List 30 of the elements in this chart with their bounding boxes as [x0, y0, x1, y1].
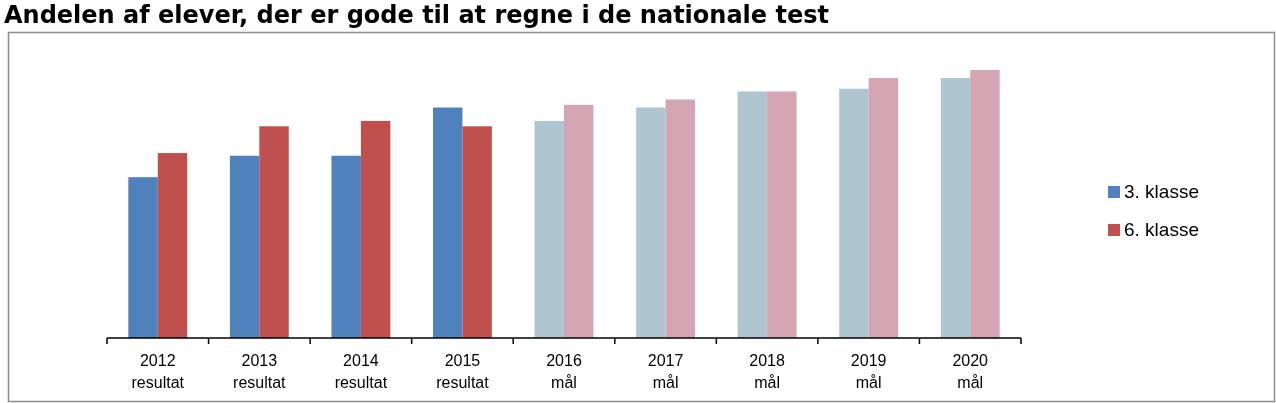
x-tick-label: 2016 mål: [546, 352, 582, 391]
bar: [229, 155, 260, 338]
bar: [331, 155, 361, 338]
x-tick-label: 2013 resultat: [233, 352, 287, 391]
bar: [259, 126, 289, 338]
bar: [868, 78, 899, 338]
x-tick-label: 2014 resultat: [334, 352, 388, 391]
bar: [970, 70, 1000, 338]
bar: [564, 104, 594, 338]
bar: [665, 99, 696, 338]
x-tick-label: 2019 mål: [850, 352, 887, 391]
bar: [360, 120, 391, 338]
legend-label: 6. klasse: [1124, 219, 1199, 240]
x-tick-label: 2018 mål: [749, 352, 786, 391]
bar: [636, 107, 666, 338]
bar: [940, 78, 971, 338]
bar: [462, 126, 492, 338]
legend-label: 3. klasse: [1124, 181, 1199, 202]
x-tick-label: 2015 resultat: [436, 352, 490, 391]
x-tick-label: 2020 mål: [952, 352, 989, 391]
x-tick-label: 2012 resultat: [131, 352, 185, 391]
bar: [432, 107, 463, 338]
x-tick-label: 2017 mål: [647, 352, 684, 391]
bar: [767, 91, 797, 338]
bar: [839, 88, 869, 338]
bar: [128, 177, 158, 338]
bar: [157, 153, 188, 338]
bar: [737, 91, 768, 338]
bar: [534, 120, 564, 338]
chart-title: Andelen af elever, der er gode til at regne i de nationale test: [4, 1, 829, 29]
